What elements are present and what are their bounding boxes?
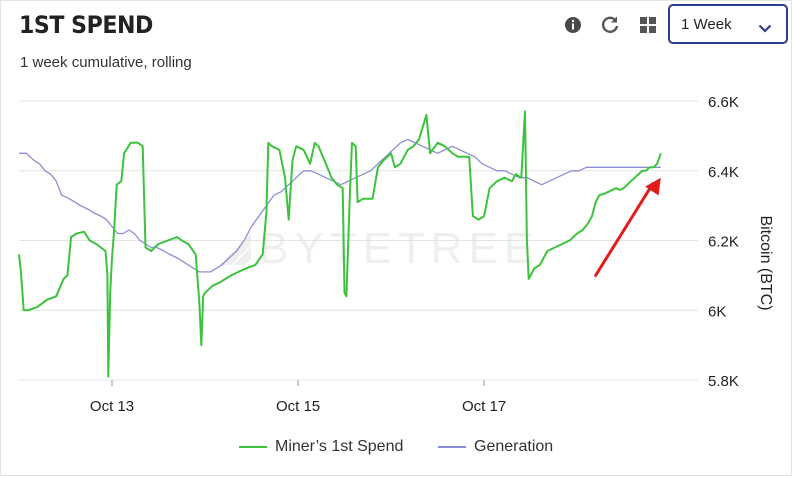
y-tick-label: 5.8K [708,373,739,390]
series-layer [18,110,662,378]
watermark-text: BYTETREE [259,224,539,273]
y-tick-label: 6.2K [708,234,739,251]
page-title: 1ST SPEND [19,11,153,39]
x-tick-label: Oct 17 [462,398,506,415]
annotation-arrow-head [645,177,661,196]
period-select[interactable]: 1 Week [668,4,788,44]
legend-label-generation: Generation [474,438,554,455]
legend-item-spend[interactable]: Miner’s 1st Spend [239,438,403,456]
series-line-spend [18,110,662,378]
grid [19,100,698,381]
chart-subtitle: 1 week cumulative, rolling [20,54,192,71]
period-select-value: 1 Week [681,16,732,33]
legend-label-spend: Miner’s 1st Spend [275,438,404,455]
legend: Miner’s 1st Spend Generation [1,438,792,462]
x-tick-label: Oct 15 [276,398,320,415]
info-icon[interactable] [563,15,583,35]
axes: 5.8K 6K 6.2K 6.4K 6.6K Oct 13 Oct 15 Oct 17 [90,94,739,415]
x-tick-label: Oct 13 [90,398,134,415]
annotation-arrow-shaft [594,182,655,277]
chevron-down-icon [758,20,772,38]
y-tick-label: 6.6K [708,94,739,111]
legend-swatch-spend [239,446,267,448]
refresh-icon[interactable] [600,15,620,35]
y-tick-label: 6K [708,303,726,320]
legend-swatch-generation [438,446,466,448]
y-tick-label: 6.4K [708,164,739,181]
y-axis-label: Bitcoin (BTC) [757,215,774,310]
grid-icon[interactable] [638,15,658,35]
legend-item-generation[interactable]: Generation [438,438,553,456]
annotation-arrow [594,177,661,277]
watermark: BYTETREE [219,224,539,273]
